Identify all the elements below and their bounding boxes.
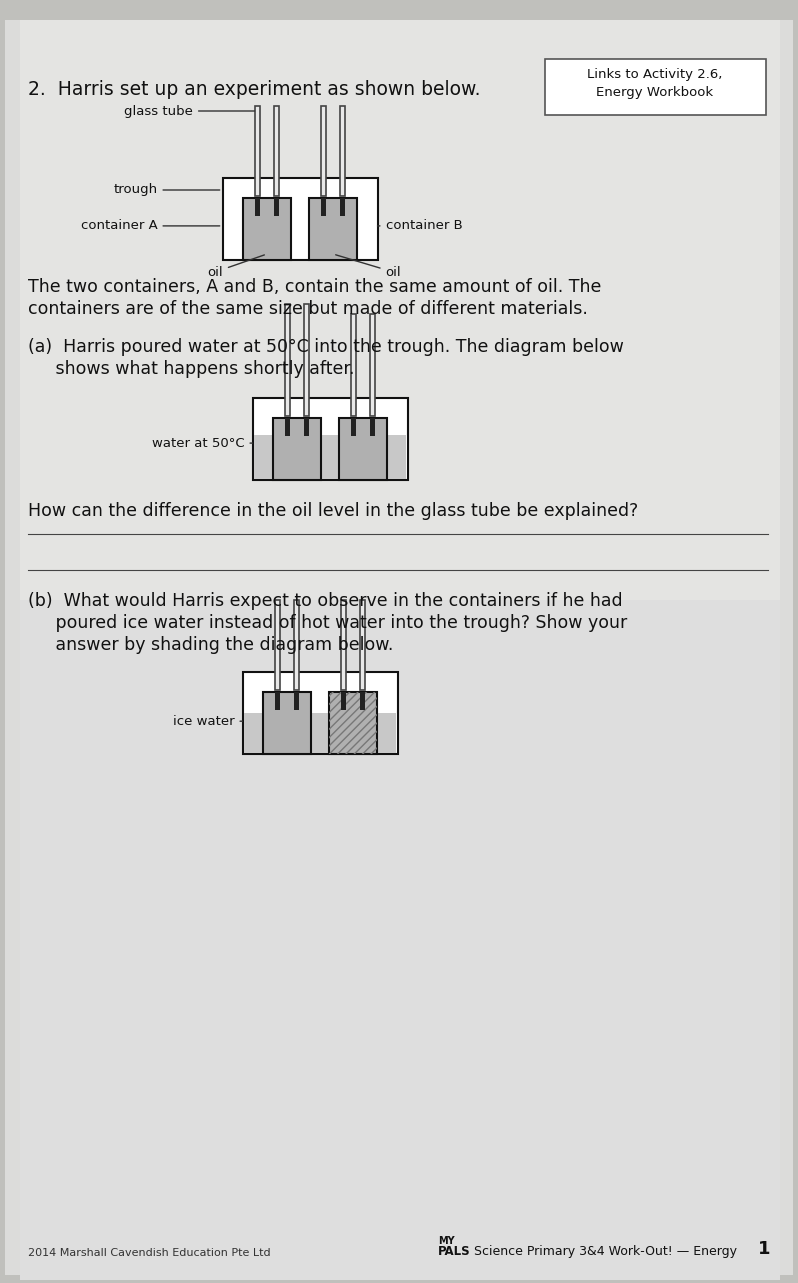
Text: 1: 1: [757, 1239, 770, 1259]
Text: (a)  Harris poured water at 50°C into the trough. The diagram below: (a) Harris poured water at 50°C into the…: [28, 337, 624, 355]
Bar: [255, 106, 260, 196]
Text: ice water: ice water: [173, 715, 243, 727]
Bar: [294, 600, 299, 690]
Bar: [341, 692, 346, 709]
Text: 2.  Harris set up an experiment as shown below.: 2. Harris set up an experiment as shown …: [28, 80, 480, 99]
Bar: [304, 418, 309, 436]
Text: poured ice water instead of hot water into the trough? Show your: poured ice water instead of hot water in…: [28, 615, 627, 633]
Bar: [263, 692, 311, 754]
FancyBboxPatch shape: [545, 59, 766, 115]
Text: container B: container B: [377, 219, 462, 232]
Text: container A: container A: [81, 219, 219, 232]
Bar: [274, 198, 279, 216]
Bar: [274, 106, 279, 196]
Text: PALS: PALS: [438, 1245, 471, 1259]
Bar: [351, 418, 356, 436]
Bar: [340, 106, 345, 196]
Text: water at 50°C: water at 50°C: [152, 436, 252, 449]
Bar: [339, 418, 387, 480]
Bar: [370, 314, 375, 416]
Bar: [341, 600, 346, 690]
Bar: [20, 600, 780, 1280]
Bar: [285, 304, 290, 416]
Bar: [254, 435, 406, 479]
Bar: [243, 198, 291, 260]
Bar: [329, 692, 377, 754]
Text: 2014 Marshall Cavendish Education Pte Ltd: 2014 Marshall Cavendish Education Pte Lt…: [28, 1248, 271, 1259]
Text: containers are of the same size but made of different materials.: containers are of the same size but made…: [28, 300, 588, 318]
Text: shows what happens shortly after.: shows what happens shortly after.: [28, 361, 354, 378]
Bar: [294, 692, 299, 709]
Text: (b)  What would Harris expect to observe in the containers if he had: (b) What would Harris expect to observe …: [28, 591, 622, 609]
Text: The two containers, A and B, contain the same amount of oil. The: The two containers, A and B, contain the…: [28, 278, 602, 296]
Text: answer by shading the diagram below.: answer by shading the diagram below.: [28, 636, 393, 654]
Text: MY: MY: [438, 1236, 455, 1246]
Bar: [275, 600, 280, 690]
Text: How can the difference in the oil level in the glass tube be explained?: How can the difference in the oil level …: [28, 502, 638, 520]
Bar: [340, 198, 345, 216]
Text: oil: oil: [207, 255, 264, 278]
Bar: [370, 418, 375, 436]
Bar: [309, 198, 357, 260]
Text: glass tube: glass tube: [124, 104, 255, 118]
Bar: [304, 304, 309, 416]
Text: trough: trough: [113, 183, 219, 196]
Bar: [223, 178, 377, 260]
Bar: [321, 106, 326, 196]
Bar: [244, 713, 396, 753]
Bar: [275, 692, 280, 709]
Text: oil: oil: [336, 255, 401, 278]
Bar: [321, 198, 326, 216]
Text: Links to Activity 2.6,
Energy Workbook: Links to Activity 2.6, Energy Workbook: [587, 68, 723, 99]
Bar: [285, 418, 290, 436]
Bar: [273, 418, 321, 480]
Bar: [252, 398, 408, 480]
Bar: [360, 692, 365, 709]
Bar: [255, 198, 260, 216]
Bar: [360, 600, 365, 690]
Bar: [243, 672, 397, 754]
Bar: [20, 21, 780, 620]
Bar: [351, 314, 356, 416]
Text: Science Primary 3&4 Work-Out! — Energy: Science Primary 3&4 Work-Out! — Energy: [470, 1245, 737, 1259]
Bar: [329, 692, 377, 754]
